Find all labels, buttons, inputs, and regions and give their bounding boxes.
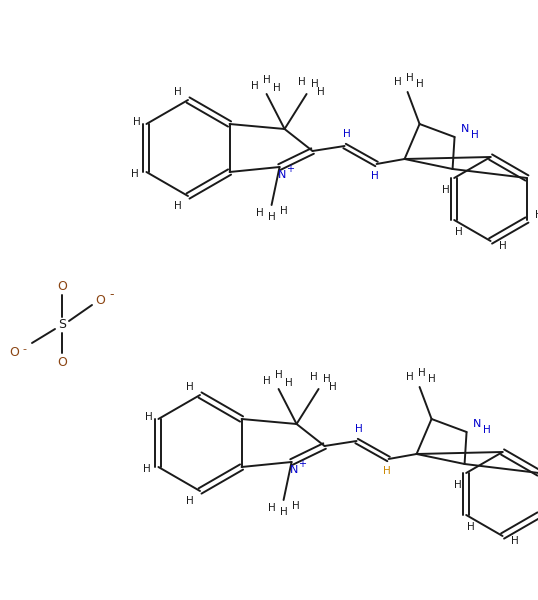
Text: H: H bbox=[483, 425, 491, 435]
Text: H: H bbox=[275, 370, 282, 380]
Text: O: O bbox=[9, 346, 19, 359]
Text: O: O bbox=[57, 356, 67, 370]
Text: H: H bbox=[186, 382, 194, 392]
Text: H: H bbox=[285, 378, 293, 388]
Text: H: H bbox=[406, 73, 413, 83]
Text: H: H bbox=[251, 81, 258, 91]
Text: H: H bbox=[416, 79, 423, 89]
Text: H: H bbox=[268, 212, 275, 222]
Text: H: H bbox=[174, 87, 182, 97]
Text: H: H bbox=[511, 536, 519, 546]
Text: N: N bbox=[278, 170, 286, 180]
Text: H: H bbox=[310, 372, 317, 382]
Text: H: H bbox=[383, 466, 391, 476]
Text: H: H bbox=[535, 210, 538, 220]
Text: H: H bbox=[263, 75, 271, 85]
Text: O: O bbox=[95, 295, 105, 307]
Text: H: H bbox=[298, 77, 306, 87]
Text: H: H bbox=[186, 496, 194, 506]
Text: +: + bbox=[298, 459, 306, 469]
Text: H: H bbox=[263, 376, 271, 386]
Text: +: + bbox=[286, 164, 294, 174]
Text: H: H bbox=[323, 374, 330, 384]
Text: H: H bbox=[394, 77, 401, 87]
Text: H: H bbox=[468, 522, 475, 532]
Text: H: H bbox=[310, 79, 318, 89]
Text: H: H bbox=[343, 129, 350, 139]
Text: O: O bbox=[57, 280, 67, 293]
Text: H: H bbox=[428, 374, 435, 384]
Text: H: H bbox=[256, 208, 264, 218]
Text: H: H bbox=[317, 87, 324, 97]
Text: H: H bbox=[406, 372, 413, 382]
Text: H: H bbox=[280, 206, 287, 216]
Text: S: S bbox=[58, 319, 66, 331]
Text: H: H bbox=[131, 169, 138, 179]
Text: H: H bbox=[371, 171, 378, 181]
Text: H: H bbox=[268, 503, 275, 513]
Text: N: N bbox=[289, 465, 298, 475]
Text: H: H bbox=[143, 464, 150, 474]
Text: H: H bbox=[280, 507, 287, 517]
Text: N: N bbox=[461, 124, 469, 134]
Text: H: H bbox=[442, 185, 450, 195]
Text: H: H bbox=[499, 241, 506, 251]
Text: H: H bbox=[145, 412, 152, 422]
Text: H: H bbox=[355, 424, 363, 434]
Text: H: H bbox=[329, 382, 336, 392]
Text: N: N bbox=[472, 419, 481, 429]
Text: H: H bbox=[417, 368, 426, 378]
Text: H: H bbox=[132, 117, 140, 127]
Text: H: H bbox=[455, 227, 463, 237]
Text: H: H bbox=[174, 201, 182, 211]
Text: -: - bbox=[22, 344, 26, 354]
Text: H: H bbox=[471, 130, 478, 140]
Text: H: H bbox=[292, 501, 300, 511]
Text: H: H bbox=[454, 480, 462, 490]
Text: H: H bbox=[273, 83, 280, 93]
Text: -: - bbox=[110, 289, 114, 301]
